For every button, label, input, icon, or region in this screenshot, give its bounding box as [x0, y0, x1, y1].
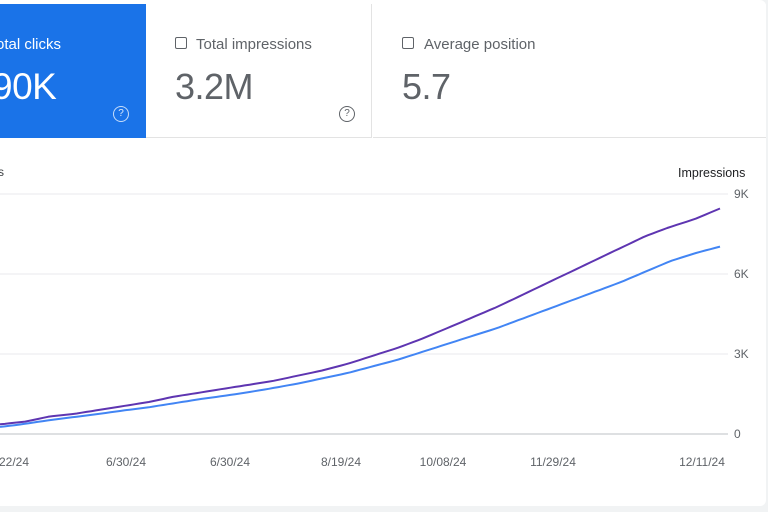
series-line-2	[0, 245, 721, 428]
y-tick-label: 0	[734, 427, 741, 441]
series-line-1	[0, 207, 721, 426]
chart-svg: 0 3K 6K 9K 22/24 6/30/24 6/30/24 8/19/24 10/08/2…	[0, 187, 749, 469]
total-clicks-card[interactable]: otal clicks 90K ?	[0, 4, 146, 138]
average-position-card[interactable]: Average position 5.7	[373, 4, 766, 138]
average-position-checkbox[interactable]	[402, 37, 414, 49]
x-tick-label: 22/24	[0, 455, 29, 469]
y-tick-label: 6K	[734, 267, 749, 281]
y-tick-label: 3K	[734, 347, 749, 361]
x-tick-label: 6/30/24	[106, 455, 146, 469]
x-tick-label: 12/11/24	[679, 455, 725, 469]
average-position-label: Average position	[424, 36, 536, 53]
metric-cards: otal clicks 90K ? Total impressions 3.2M…	[0, 4, 766, 138]
x-tick-label: 6/30/24	[210, 455, 250, 469]
x-tick-label: 10/08/24	[420, 455, 467, 469]
total-clicks-value: 90K	[0, 66, 57, 107]
performance-chart: s Impressions 0 3K 6K 9K 22/24 6/30/24 6/30/24…	[0, 150, 766, 480]
x-tick-label: 8/19/24	[321, 455, 361, 469]
left-axis-label: s	[0, 165, 4, 179]
y-tick-label: 9K	[734, 187, 749, 201]
total-impressions-value: 3.2M	[175, 66, 254, 107]
help-icon[interactable]: ?	[113, 106, 129, 122]
total-impressions-card[interactable]: Total impressions 3.2M ?	[146, 4, 372, 138]
right-axis-title: Impressions	[678, 166, 746, 180]
average-position-value: 5.7	[402, 66, 451, 107]
x-tick-label: 11/29/24	[530, 455, 576, 469]
help-icon[interactable]: ?	[339, 106, 355, 122]
total-clicks-label: otal clicks	[0, 36, 62, 53]
total-impressions-label: Total impressions	[196, 36, 312, 53]
total-impressions-checkbox[interactable]	[175, 37, 187, 49]
